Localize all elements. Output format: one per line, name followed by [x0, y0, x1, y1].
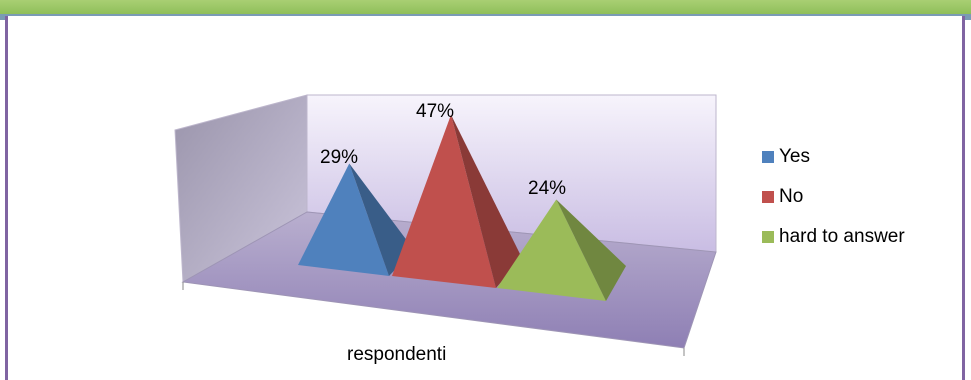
pyramid-yes-side-face	[349, 163, 414, 276]
pyramid-hard-to-answer-front-face	[497, 199, 606, 301]
data-label-yes: 29%	[320, 147, 359, 168]
legend-label-hard: hard to answer	[779, 226, 905, 247]
legend: Yes No hard to answer	[762, 137, 952, 257]
pyramid-yes-front-face	[298, 163, 389, 276]
legend-swatch-yes	[762, 151, 774, 163]
pyramid-hard-to-answer-side-face	[556, 199, 626, 301]
legend-swatch-hard	[762, 231, 774, 243]
frame-right-border	[962, 16, 965, 380]
top-band	[0, 0, 971, 16]
frame-corner-left	[0, 14, 8, 20]
legend-swatch-no	[762, 191, 774, 203]
legend-item-no: No	[762, 177, 952, 217]
legend-item-yes: Yes	[762, 137, 952, 177]
x-axis-label: respondenti	[347, 344, 447, 365]
legend-label-yes: Yes	[779, 146, 810, 167]
legend-label-no: No	[779, 186, 804, 207]
data-label-hard: 24%	[528, 178, 567, 199]
data-label-no: 47%	[416, 101, 455, 122]
pyramid-no-front-face	[392, 114, 496, 288]
frame-left-border	[5, 16, 8, 380]
pyramid-no-side-face	[451, 114, 522, 288]
legend-item-hard: hard to answer	[762, 217, 952, 257]
frame-corner-right	[962, 14, 971, 20]
